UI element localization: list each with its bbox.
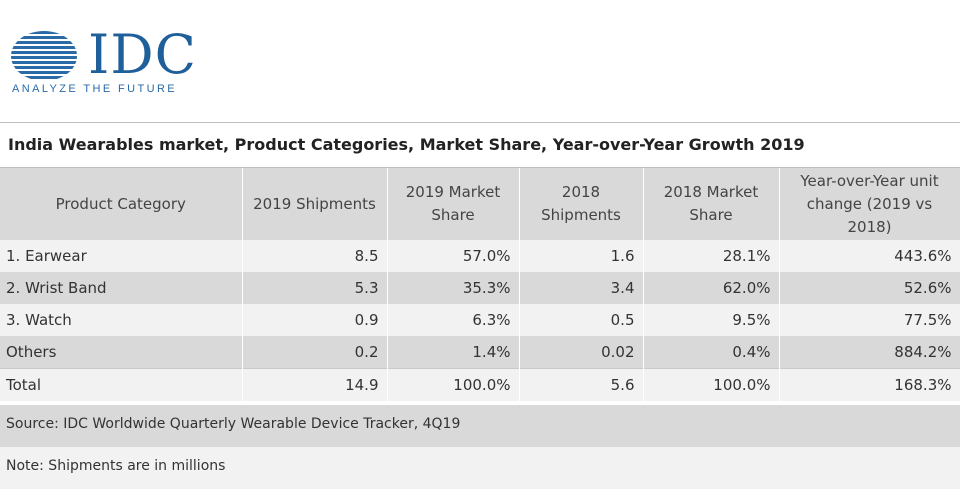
value-cell: 3.4 — [519, 272, 644, 304]
column-header: 2018 Market Share — [643, 168, 780, 240]
logo-wordmark: IDC — [88, 23, 197, 86]
column-header: Product Category — [0, 168, 243, 240]
value-cell: 6.3% — [387, 304, 520, 336]
value-cell: 35.3% — [387, 272, 520, 304]
table-title: India Wearables market, Product Categori… — [8, 135, 805, 154]
column-header-line: 2018 Market — [663, 183, 759, 201]
table-row: 3. Watch 0.9 6.3% 0.5 9.5% 77.5% — [0, 304, 960, 336]
value-cell: 52.6% — [779, 272, 960, 304]
value-cell: 443.6% — [779, 240, 960, 272]
column-header-line: 2018 — [561, 183, 601, 201]
column-header-line: Year-over-Year unit — [800, 171, 939, 190]
table-row: 1. Earwear 8.5 57.0% 1.6 28.1% 443.6% — [0, 240, 960, 272]
value-cell: 8.5 — [242, 240, 388, 272]
value-cell: 5.3 — [242, 272, 388, 304]
idc-logo: IDC ANALYZE THE FUTURE — [10, 24, 230, 98]
header-row: Product Category 2019 Shipments 2019 Marke… — [0, 168, 960, 240]
value-cell: 0.2 — [242, 336, 388, 368]
total-row: Total 14.9 100.0% 5.6 100.0% 168.3% — [0, 367, 960, 401]
value-cell: 168.3% — [779, 367, 960, 401]
value-cell: 57.0% — [387, 240, 520, 272]
globe-icon — [11, 31, 77, 79]
value-cell: 5.6 — [519, 367, 644, 401]
value-cell: 1.4% — [387, 336, 520, 368]
column-header-line: Shipments — [541, 206, 621, 224]
table-body: 1. Earwear 8.5 57.0% 1.6 28.1% 443.6% 2. Wrist… — [0, 240, 960, 401]
category-cell: 2. Wrist Band — [0, 272, 243, 304]
value-cell: 0.5 — [519, 304, 644, 336]
column-header: 2018 Shipments — [519, 168, 644, 240]
column-header: 2019 Market Share — [387, 168, 520, 240]
source-bar: Source: IDC Worldwide Quarterly Wearable… — [0, 405, 960, 447]
value-cell: 884.2% — [779, 336, 960, 368]
note-bar: Note: Shipments are in millions — [0, 447, 960, 489]
value-cell: 0.02 — [519, 336, 644, 368]
market-share-table: Product Category 2019 Shipments 2019 Marke… — [0, 168, 960, 401]
column-header-line: Share — [689, 206, 733, 224]
column-header-line: Product Category — [55, 194, 186, 213]
category-cell: 3. Watch — [0, 304, 243, 336]
value-cell: 0.9 — [242, 304, 388, 336]
column-header-line: 2019 Shipments — [253, 194, 376, 213]
value-cell: 100.0% — [387, 367, 520, 401]
category-cell: Total — [0, 367, 243, 401]
value-cell: 62.0% — [643, 272, 780, 304]
value-cell: 1.6 — [519, 240, 644, 272]
title-bar: India Wearables market, Product Categori… — [0, 122, 960, 168]
category-cell: 1. Earwear — [0, 240, 243, 272]
column-header-line: Share — [431, 206, 475, 224]
value-cell: 9.5% — [643, 304, 780, 336]
column-header: 2019 Shipments — [242, 168, 388, 240]
logo-tagline: ANALYZE THE FUTURE — [12, 83, 178, 95]
category-cell: Others — [0, 336, 243, 368]
value-cell: 100.0% — [643, 367, 780, 401]
value-cell: 28.1% — [643, 240, 780, 272]
column-header: Year-over-Year unit change (2019 vs 2018) — [779, 168, 960, 240]
units-note: Note: Shipments are in millions — [6, 458, 226, 474]
value-cell: 14.9 — [242, 367, 388, 401]
value-cell: 77.5% — [779, 304, 960, 336]
column-header-line: 2019 Market — [405, 183, 501, 201]
column-header-line: change (2019 vs 2018) — [806, 194, 933, 236]
source-note: Source: IDC Worldwide Quarterly Wearable… — [6, 416, 461, 432]
table-row: Others 0.2 1.4% 0.02 0.4% 884.2% — [0, 336, 960, 368]
table-row: 2. Wrist Band 5.3 35.3% 3.4 62.0% 52.6% — [0, 272, 960, 304]
value-cell: 0.4% — [643, 336, 780, 368]
